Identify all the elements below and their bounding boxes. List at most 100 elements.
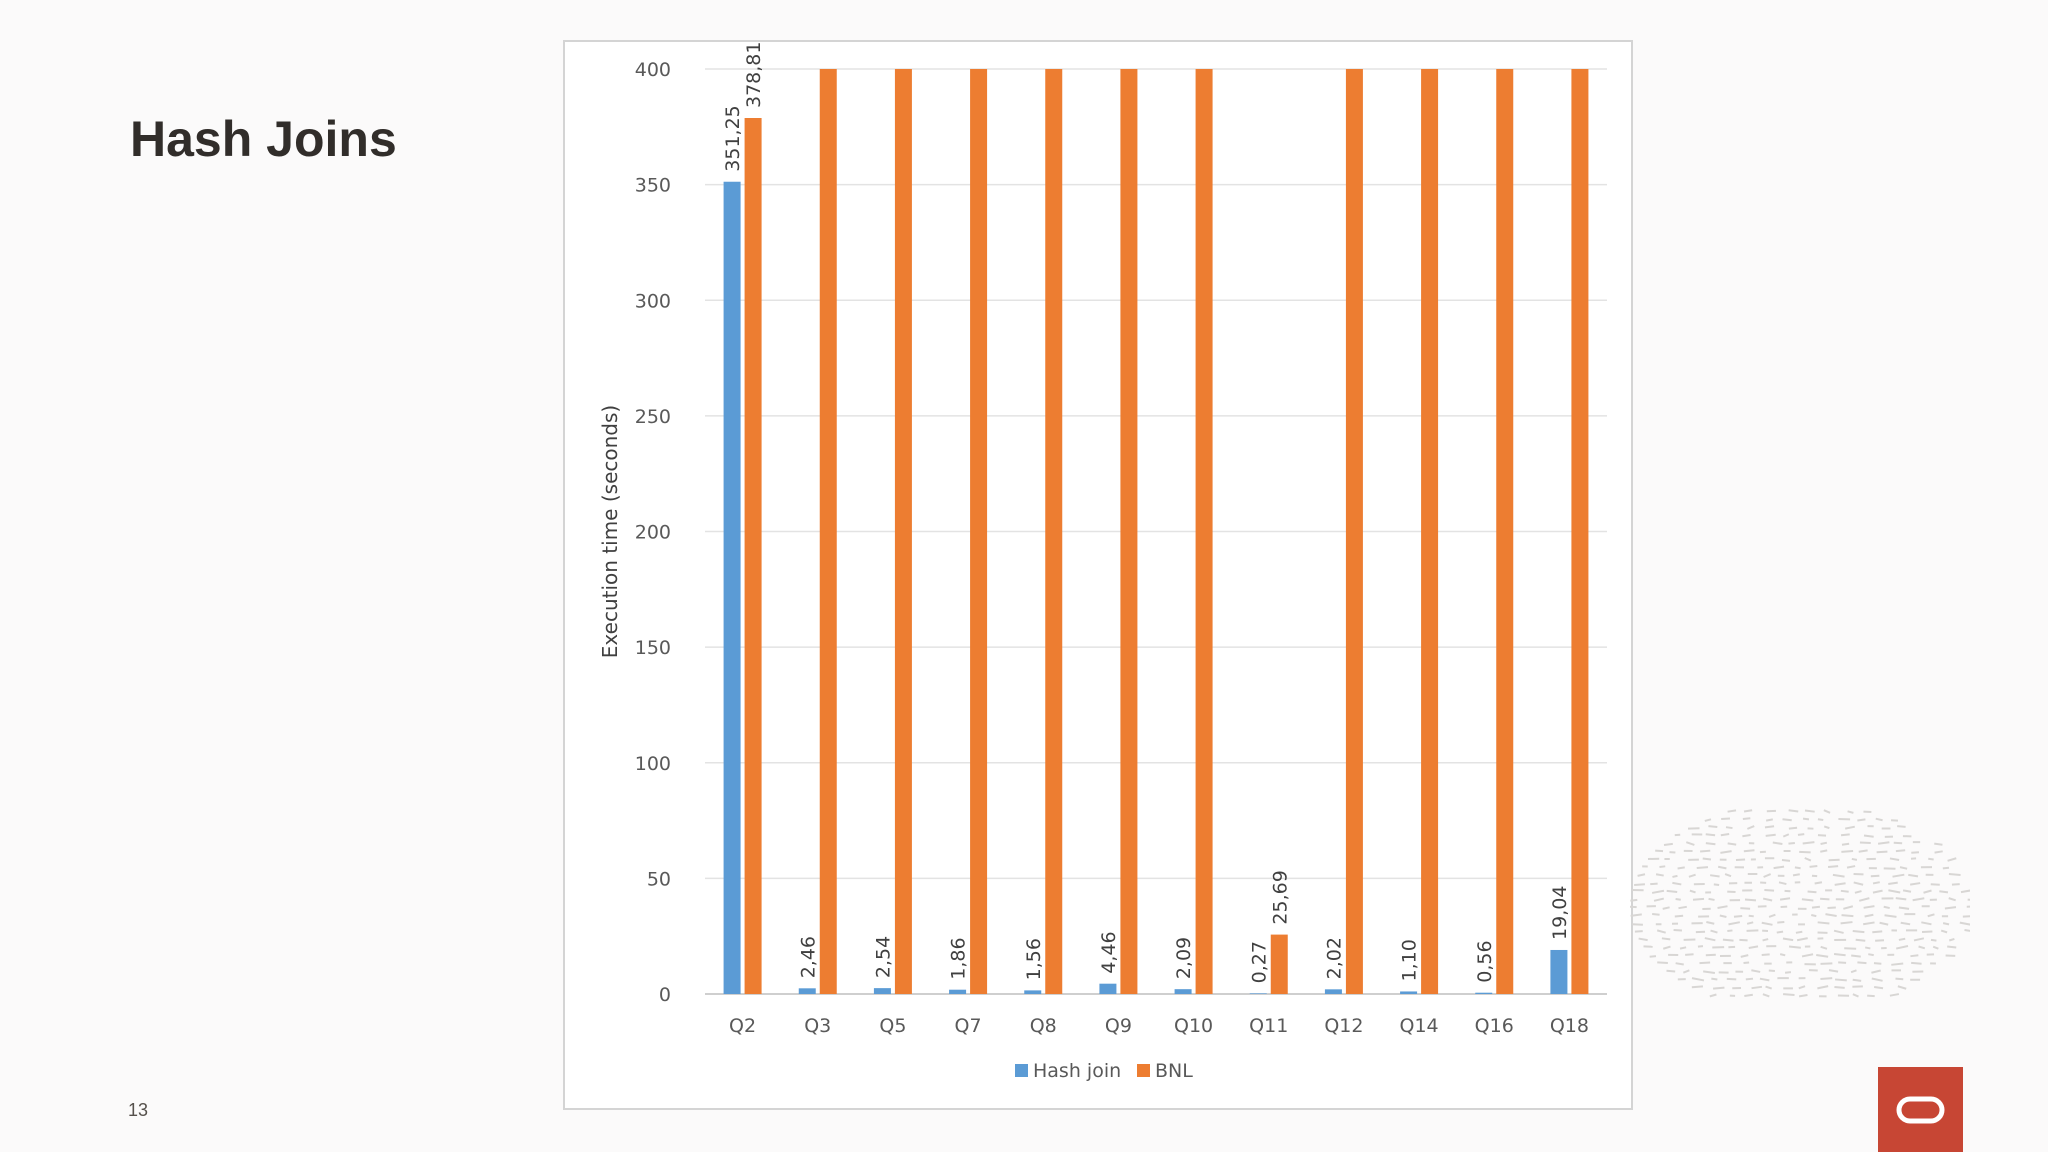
decor-dash — [1817, 985, 1829, 990]
bnl-bar-q5 — [894, 69, 912, 994]
x-tick-label: Q5 — [879, 1015, 906, 1037]
decor-dash — [1705, 833, 1716, 837]
decor-dash — [1659, 865, 1666, 868]
decor-dash — [1784, 971, 1792, 974]
decor-dash — [1832, 873, 1845, 878]
decor-dash — [1809, 865, 1818, 868]
decor-dash — [1720, 833, 1730, 837]
decor-dash — [1896, 945, 1909, 950]
decor-dash — [1867, 994, 1875, 998]
y-tick-label: 200 — [635, 522, 671, 544]
decor-dash — [1852, 993, 1859, 998]
decor-dash — [1820, 945, 1828, 950]
decor-dash — [1871, 969, 1881, 974]
decor-dash — [1692, 897, 1705, 901]
bnl-bar-q3 — [819, 69, 837, 994]
decor-dash — [1713, 986, 1725, 990]
decor-dash — [1895, 977, 1904, 981]
decor-dash — [1740, 907, 1751, 910]
decor-dash — [1768, 969, 1775, 972]
decor-dash — [1704, 818, 1712, 822]
bnl-bar-q18 — [1571, 69, 1589, 994]
decor-dash — [1923, 889, 1932, 894]
decor-dash — [1863, 921, 1875, 926]
decor-dash — [1841, 914, 1854, 918]
decor-dash — [1911, 961, 1922, 965]
decor-dash — [1705, 842, 1716, 846]
decor-dash — [1811, 914, 1817, 918]
decor-dash — [1804, 857, 1812, 862]
bnl-bar-q12 — [1345, 69, 1363, 994]
decor-dash — [1763, 873, 1772, 878]
decor-dash — [1817, 921, 1830, 925]
decor-dash — [1638, 937, 1648, 942]
decor-dash — [1873, 962, 1882, 965]
decor-dash — [1863, 905, 1875, 909]
decor-dash — [1864, 913, 1874, 918]
x-tick-label: Q18 — [1550, 1015, 1589, 1037]
decor-dash — [1948, 937, 1955, 942]
decor-dash — [1761, 921, 1773, 926]
decor-dash — [1719, 914, 1727, 918]
decor-dash — [1764, 825, 1775, 829]
decor-dash — [1702, 857, 1712, 861]
decor-dash — [1913, 937, 1925, 942]
x-tick-label: Q14 — [1400, 1015, 1439, 1037]
decor-dash — [1889, 993, 1900, 997]
bnl-bar-q10 — [1195, 69, 1213, 994]
decor-dash — [1847, 810, 1854, 814]
decor-dash — [1779, 897, 1791, 901]
decor-dash — [1872, 881, 1880, 885]
decor-dash — [1874, 986, 1884, 990]
decor-dash — [1706, 921, 1715, 925]
decor-dash — [1834, 978, 1847, 982]
decor-dash — [1840, 921, 1853, 925]
decor-dash — [1781, 859, 1791, 862]
decor-dash — [1858, 849, 1868, 853]
decor-dash — [1797, 833, 1805, 836]
decor-dash — [1814, 881, 1823, 885]
hash-join-data-label-q14: 1,10 — [1399, 939, 1421, 981]
decor-dash — [1817, 818, 1824, 822]
decor-dash — [1852, 929, 1865, 934]
bar-chart: 0 50 100 150 200 250 300 350 400 Execution time (… — [598, 42, 1607, 1082]
decor-dash — [1632, 923, 1643, 926]
hash-join-bar-q18 — [1550, 949, 1568, 994]
decor-dash — [1857, 961, 1867, 965]
decor-dash — [1930, 938, 1937, 942]
decor-dash — [1743, 809, 1753, 813]
oracle-logo-icon — [1896, 1096, 1945, 1124]
decor-dash — [1947, 945, 1957, 949]
decor-dash — [1844, 825, 1856, 830]
decor-dash — [1889, 857, 1900, 862]
decor-dash — [1870, 874, 1880, 878]
decor-dash — [1940, 929, 1948, 934]
decor-dash — [1713, 883, 1720, 886]
decor-dash — [1768, 913, 1776, 918]
decor-dash — [1823, 825, 1830, 830]
decor-dash — [1911, 851, 1920, 854]
decor-dash — [1942, 866, 1950, 870]
decor-dash — [1704, 937, 1716, 942]
decor-dash — [1888, 881, 1898, 885]
legend-swatch-hash-join — [1015, 1064, 1028, 1077]
decor-dash — [1663, 842, 1673, 846]
decor-dash — [1828, 969, 1839, 973]
hash-join-data-label-q16: 0,56 — [1474, 940, 1496, 982]
hash-join-bar-q12 — [1324, 989, 1342, 994]
decor-dash — [1843, 905, 1854, 910]
decor-dash — [1828, 858, 1840, 862]
hash-join-bar-q3 — [798, 988, 816, 994]
decor-dash — [1762, 938, 1769, 942]
decor-dash — [1834, 986, 1845, 989]
decor-dash — [1742, 834, 1751, 838]
decor-dash — [1710, 929, 1718, 934]
decor-dash — [1875, 939, 1885, 942]
decor-dash — [1798, 985, 1806, 990]
decor-dash — [1722, 938, 1734, 942]
decor-dash — [1851, 857, 1858, 861]
decor-dash — [1662, 945, 1671, 950]
page-number: 13 — [128, 1100, 149, 1120]
decor-dash — [1846, 865, 1856, 869]
decor-dash — [1807, 890, 1817, 894]
